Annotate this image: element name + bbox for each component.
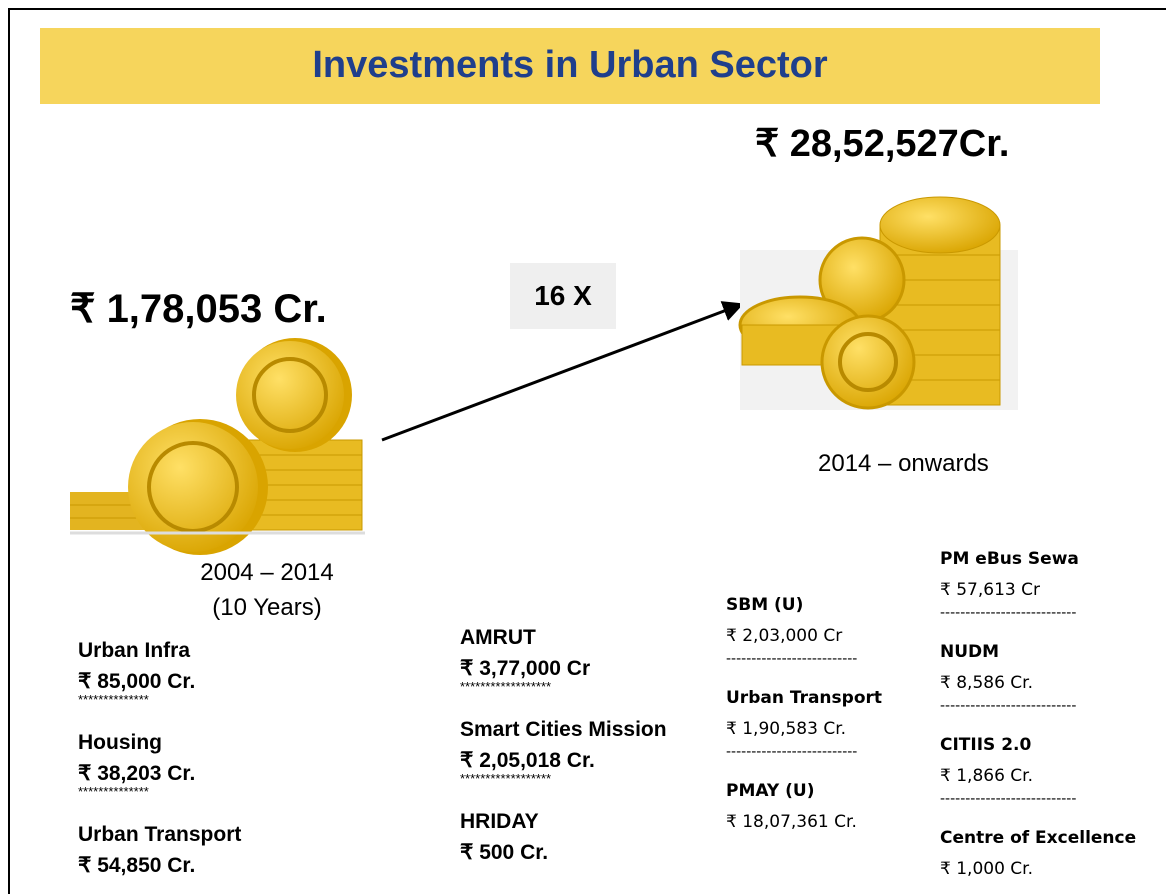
before-period: 2004 – 2014 [200, 559, 334, 586]
item-name: Urban Transport [726, 688, 883, 708]
item-name: PMAY (U) [726, 781, 815, 801]
item-amount: ₹ 8,586 Cr. [940, 673, 1033, 693]
item-amount: ₹ 3,77,000 Cr [460, 657, 591, 680]
after-total: ₹ 28,52,527Cr. [755, 123, 1010, 165]
item-amount: ₹ 85,000 Cr. [78, 670, 196, 693]
frame [8, 8, 1166, 894]
separator: ************** [78, 692, 149, 707]
arrow [381, 301, 744, 442]
item-name: NUDM [940, 642, 1000, 662]
before-total: ₹ 1,78,053 Cr. [70, 287, 327, 331]
item-amount: ₹ 2,05,018 Cr. [460, 749, 595, 772]
growth: 16 X [534, 280, 592, 311]
title: Investments in Urban Sector [312, 44, 828, 86]
title-bar [40, 28, 1100, 104]
separator: ************** [78, 784, 149, 799]
item-name: Urban Transport [78, 823, 242, 846]
item-name: Housing [78, 731, 162, 754]
item-name: SBM (U) [726, 595, 804, 615]
separator: --------------------------- [940, 791, 1077, 807]
item-name: Centre of Excellence [940, 828, 1137, 848]
item-amount: ₹ 18,07,361 Cr. [726, 812, 857, 832]
separator: --------------------------- [940, 698, 1077, 714]
item-amount: ₹ 57,613 Cr [940, 580, 1040, 600]
item-name: PM eBus Sewa [940, 549, 1079, 569]
item-amount: ₹ 54,850 Cr. [78, 854, 196, 877]
growth-box [510, 263, 616, 329]
separator: ****************** [460, 771, 552, 786]
item-amount: ₹ 1,000 Cr. [940, 859, 1033, 879]
item-amount: ₹ 2,03,000 Cr [726, 626, 843, 646]
item-name: HRIDAY [460, 810, 539, 833]
item-name: AMRUT [460, 626, 536, 649]
after-period: 2014 – onwards [818, 450, 989, 477]
item-amount: ₹ 1,866 Cr. [940, 766, 1033, 786]
item-name: Urban Infra [78, 639, 191, 662]
item-amount: ₹ 38,203 Cr. [78, 762, 196, 785]
item-name: Smart Cities Mission [460, 718, 667, 741]
coins-left [70, 338, 365, 555]
before-duration: (10 Years) [212, 594, 322, 621]
item-amount: ₹ 500 Cr. [460, 841, 549, 864]
item-amount: ₹ 1,90,583 Cr. [726, 719, 847, 739]
coins-right [738, 196, 1018, 410]
separator: ****************** [460, 679, 552, 694]
separator: --------------------------- [940, 605, 1077, 621]
separator: -------------------------- [726, 651, 858, 667]
item-name: CITIIS 2.0 [940, 735, 1032, 755]
separator: -------------------------- [726, 744, 858, 760]
